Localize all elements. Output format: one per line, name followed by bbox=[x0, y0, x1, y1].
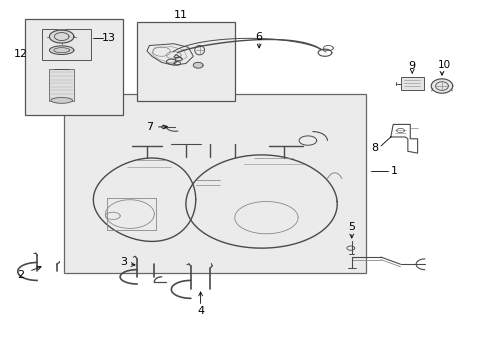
Polygon shape bbox=[49, 30, 74, 43]
Bar bbox=[42, 30, 91, 60]
Polygon shape bbox=[193, 62, 203, 68]
Bar bbox=[64, 94, 366, 273]
Text: 7: 7 bbox=[145, 122, 153, 132]
Text: 10: 10 bbox=[437, 60, 450, 70]
Bar bbox=[400, 77, 423, 90]
Text: 2: 2 bbox=[17, 270, 24, 280]
Text: 9: 9 bbox=[408, 61, 415, 71]
Text: 12: 12 bbox=[14, 49, 28, 59]
Bar bbox=[25, 19, 122, 116]
Bar bbox=[49, 69, 74, 101]
Text: 3: 3 bbox=[120, 257, 127, 267]
Text: 4: 4 bbox=[197, 306, 204, 316]
Polygon shape bbox=[430, 79, 452, 93]
Text: 1: 1 bbox=[390, 166, 397, 176]
Text: 6: 6 bbox=[255, 32, 262, 41]
Text: 11: 11 bbox=[174, 10, 188, 20]
Polygon shape bbox=[51, 98, 72, 103]
Polygon shape bbox=[49, 46, 74, 54]
Text: 13: 13 bbox=[102, 33, 116, 43]
Bar bbox=[137, 22, 234, 101]
Text: 8: 8 bbox=[371, 143, 378, 153]
Text: 5: 5 bbox=[347, 222, 355, 232]
